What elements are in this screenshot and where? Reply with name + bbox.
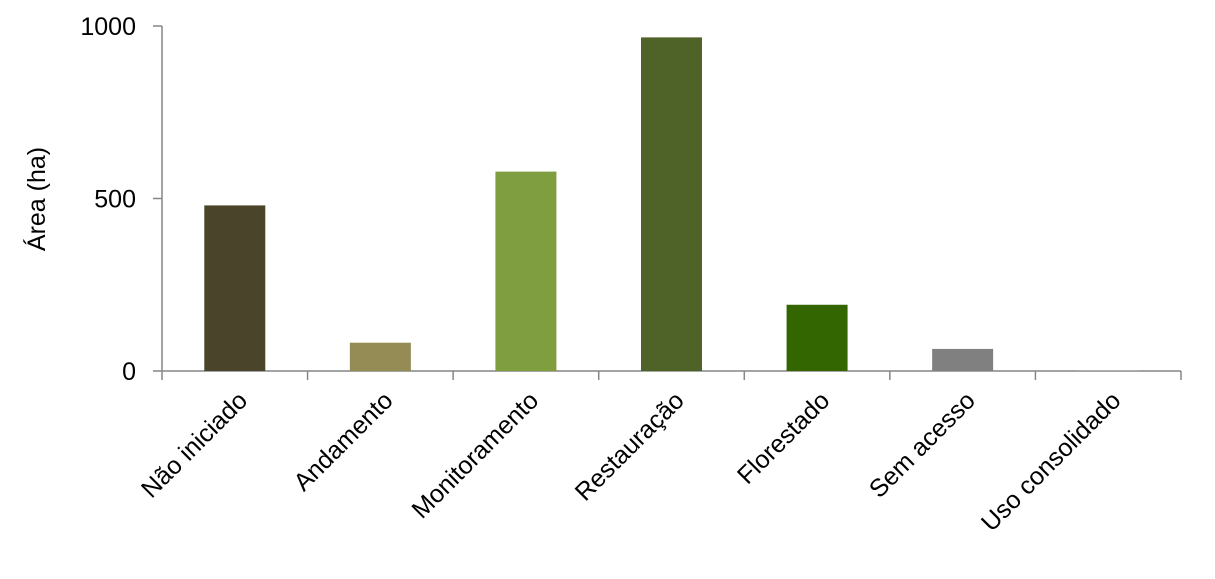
bar [786, 304, 848, 371]
bar [641, 37, 702, 371]
y-tick-label: 0 [122, 358, 136, 386]
y-tick-label: 500 [94, 186, 136, 214]
bar [349, 342, 411, 371]
y-axis-title: Área (ha) [22, 147, 51, 251]
x-category-label: Andamento [288, 386, 398, 496]
x-category-label: Monitoramento [406, 386, 544, 524]
y-tick-label: 1000 [80, 13, 136, 41]
category-labels: Não iniciado Andamento Monitoramento Restau… [136, 386, 1127, 537]
bars [204, 37, 1139, 371]
x-category-label: Restauração [570, 386, 690, 506]
x-category-label: Florestado [732, 386, 835, 489]
x-category-label: Não iniciado [136, 386, 253, 503]
x-category-label: Uso consolidado [976, 386, 1127, 537]
bar [495, 171, 557, 371]
bar [1077, 370, 1139, 371]
bar [932, 348, 994, 371]
bar [204, 205, 266, 371]
x-axis [161, 370, 1182, 380]
y-axis: 0 500 1000 [80, 13, 163, 386]
x-category-label: Sem acesso [864, 386, 981, 503]
